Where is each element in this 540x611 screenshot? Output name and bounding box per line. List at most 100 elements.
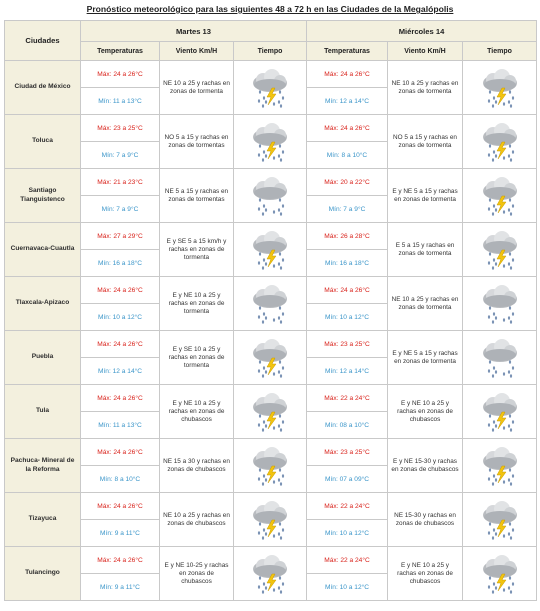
min-temp: Mín: 16 a 18°C bbox=[306, 249, 388, 277]
wind-forecast: NE 10 a 25 y rachas en zonas de tormenta bbox=[387, 60, 463, 115]
page-title: Pronóstico meteorológico para las siguie… bbox=[86, 4, 454, 14]
weather-cell bbox=[233, 168, 307, 223]
weather-cell bbox=[462, 384, 537, 439]
forecast-body: Ciudad de México Máx: 24 a 26°C NE 10 a 25… bbox=[4, 60, 537, 601]
wind-forecast: NE 15-30 y rachas en zonas de chubascos bbox=[387, 492, 463, 547]
storm-rain-icon bbox=[482, 230, 517, 270]
city-name: Cuernavaca-Cuautla bbox=[4, 222, 81, 277]
storm-rain-icon bbox=[253, 446, 287, 486]
max-temp: Máx: 24 a 26°C bbox=[306, 60, 388, 88]
table-row: Pachuca- Mineral de la Reforma Máx: 24 a … bbox=[4, 438, 537, 493]
header-temperature-day1: Temperaturas bbox=[80, 41, 160, 61]
table-row: Mín: 16 a 18°C Mín: 16 a 18°C bbox=[5, 249, 537, 277]
city-name: Puebla bbox=[4, 330, 81, 385]
city-name: Ciudad de México bbox=[4, 60, 81, 115]
storm-rain-icon bbox=[482, 122, 517, 162]
storm-rain-icon bbox=[482, 68, 517, 108]
max-temp: Máx: 24 a 26°C bbox=[80, 384, 160, 412]
city-name: Tizayuca bbox=[4, 492, 81, 547]
weather-cell bbox=[462, 330, 537, 385]
header-wind-day1: Viento Km/H bbox=[159, 41, 234, 61]
header-day2: Miércoles 14 bbox=[306, 20, 537, 42]
city-name: Pachuca- Mineral de la Reforma bbox=[4, 438, 81, 493]
table-row: Mín: 7 a 9°C Mín: 7 a 9°C bbox=[5, 195, 537, 223]
min-temp: Mín: 10 a 12°C bbox=[306, 303, 388, 331]
wind-forecast: NE 10 a 25 y rachas en zonas de chubasco… bbox=[159, 492, 234, 547]
max-temp: Máx: 24 a 26°C bbox=[80, 60, 160, 88]
wind-forecast: E y NE 5 a 15 y rachas en zonas de torme… bbox=[387, 168, 463, 223]
wind-forecast: NE 5 a 15 y rachas en zonas de tormentas bbox=[159, 168, 234, 223]
max-temp: Máx: 24 a 26°C bbox=[80, 438, 160, 466]
max-temp: Máx: 24 a 26°C bbox=[80, 330, 160, 358]
table-row: Puebla Máx: 24 a 26°C E y SE 10 a 25 y rac… bbox=[4, 330, 537, 385]
min-temp: Mín: 10 a 12°C bbox=[80, 303, 160, 331]
weather-cell bbox=[233, 114, 307, 169]
table-row: Mín: 10 a 12°C Mín: 10 a 12°C bbox=[5, 303, 537, 331]
rain-icon bbox=[253, 284, 287, 324]
weather-cell bbox=[233, 330, 307, 385]
wind-forecast: NE 15 a 30 y rachas en zonas de chubasco… bbox=[159, 438, 234, 493]
min-temp: Mín: 16 a 18°C bbox=[80, 249, 160, 277]
min-temp: Mín: 7 a 9°C bbox=[80, 195, 160, 223]
table-row: Tulancingo Máx: 24 a 26°C E y NE 10-25 y r… bbox=[4, 546, 537, 601]
wind-forecast: E y NE 10 a 25 y rachas en zonas de chub… bbox=[387, 546, 463, 601]
wind-forecast: E 5 a 15 y rachas en zonas de tormenta bbox=[387, 222, 463, 277]
max-temp: Máx: 20 a 22°C bbox=[306, 168, 388, 196]
rain-icon bbox=[482, 284, 517, 324]
table-row: Tizayuca Máx: 24 a 26°C NE 10 a 25 y racha… bbox=[4, 492, 537, 547]
table-row: Tula Máx: 24 a 26°C E y NE 10 a 25 y racha… bbox=[4, 384, 537, 439]
weather-cell bbox=[462, 114, 537, 169]
wind-forecast: E y NE 10 a 25 y rachas en zonas de chub… bbox=[159, 384, 234, 439]
max-temp: Máx: 26 a 28°C bbox=[306, 222, 388, 250]
table-row: Santiago Tianguistenco Máx: 21 a 23°C NE 5… bbox=[4, 168, 537, 223]
wind-forecast: NE 10 a 25 y rachas en zonas de tormenta bbox=[387, 276, 463, 331]
max-temp: Máx: 24 a 26°C bbox=[80, 492, 160, 520]
storm-rain-icon bbox=[253, 230, 287, 270]
city-name: Tulancingo bbox=[4, 546, 81, 601]
min-temp: Mín: 12 a 14°C bbox=[306, 357, 388, 385]
wind-forecast: E y NE 10 a 25 y rachas en zonas de chub… bbox=[387, 384, 463, 439]
weather-cell bbox=[462, 222, 537, 277]
rain-icon bbox=[253, 176, 287, 216]
weather-cell bbox=[233, 222, 307, 277]
wind-forecast: E y NE 5 a 15 y rachas en zonas de torme… bbox=[387, 330, 463, 385]
weather-cell bbox=[233, 438, 307, 493]
table-row: Ciudad de México Máx: 24 a 26°C NE 10 a 25… bbox=[4, 60, 537, 115]
header-temperature-day2: Temperaturas bbox=[306, 41, 388, 61]
city-name: Toluca bbox=[4, 114, 81, 169]
table-row: Cuernavaca-Cuautla Máx: 27 a 29°C E y SE 5… bbox=[4, 222, 537, 277]
table-row: Toluca Máx: 23 a 25°C NO 5 a 15 y rachas e… bbox=[4, 114, 537, 169]
wind-forecast: NE 10 a 25 y rachas en zonas de tormenta bbox=[159, 60, 234, 115]
city-name: Tula bbox=[4, 384, 81, 439]
min-temp: Mín: 7 a 9°C bbox=[306, 195, 388, 223]
weather-cell bbox=[462, 60, 537, 115]
max-temp: Máx: 23 a 25°C bbox=[306, 330, 388, 358]
max-temp: Máx: 27 a 29°C bbox=[80, 222, 160, 250]
storm-rain-icon bbox=[253, 554, 287, 594]
max-temp: Máx: 22 a 24°C bbox=[306, 492, 388, 520]
min-temp: Mín: 10 a 12°C bbox=[306, 573, 388, 601]
weather-cell bbox=[462, 276, 537, 331]
weather-cell bbox=[233, 492, 307, 547]
header-cities: Ciudades bbox=[4, 20, 81, 61]
min-temp: Mín: 08 a 10°C bbox=[306, 411, 388, 439]
storm-rain-icon bbox=[253, 392, 287, 432]
min-temp: Mín: 11 a 13°C bbox=[80, 87, 160, 115]
wind-forecast: NO 5 a 15 y rachas en zonas de tormenta bbox=[387, 114, 463, 169]
min-temp: Mín: 11 a 13°C bbox=[80, 411, 160, 439]
rain-icon bbox=[482, 338, 517, 378]
weather-cell bbox=[462, 492, 537, 547]
storm-rain-icon bbox=[253, 68, 287, 108]
max-temp: Máx: 24 a 26°C bbox=[306, 114, 388, 142]
max-temp: Máx: 22 a 24°C bbox=[306, 546, 388, 574]
table-row: Mín: 8 a 10°C Mín: 07 a 09°C bbox=[5, 465, 537, 493]
wind-forecast: NO 5 a 15 y rachas en zonas de tormentas bbox=[159, 114, 234, 169]
storm-rain-icon bbox=[253, 500, 287, 540]
header-weather-day1: Tiempo bbox=[233, 41, 307, 61]
min-temp: Mín: 10 a 12°C bbox=[306, 519, 388, 547]
wind-forecast: E y SE 10 a 25 y rachas en zonas de torm… bbox=[159, 330, 234, 385]
storm-rain-icon bbox=[482, 554, 517, 594]
weather-cell bbox=[233, 60, 307, 115]
min-temp: Mín: 9 a 11°C bbox=[80, 519, 160, 547]
storm-rain-icon bbox=[482, 446, 517, 486]
